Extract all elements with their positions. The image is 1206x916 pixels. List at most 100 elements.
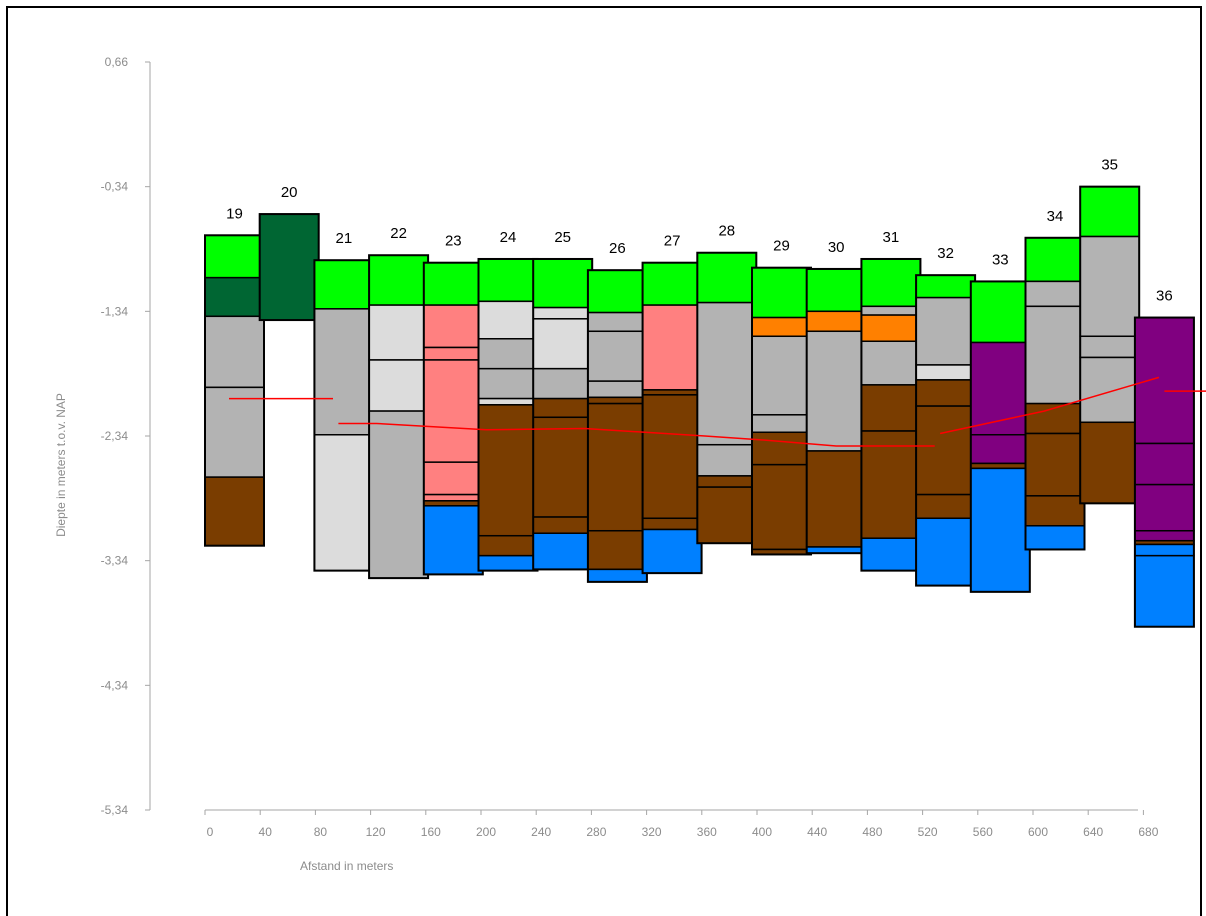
soil-layer <box>860 384 922 432</box>
soil-layer <box>587 269 648 314</box>
borehole-label: 35 <box>1101 157 1118 174</box>
borehole-28: 28 <box>696 223 758 545</box>
soil-layer <box>1079 235 1140 338</box>
soil-layer <box>423 493 484 502</box>
borehole-25: 25 <box>532 229 594 571</box>
soil-layer <box>751 414 812 434</box>
soil-layer <box>970 434 1031 465</box>
soil-layer <box>587 311 648 333</box>
x-tick-label: 280 <box>586 825 606 839</box>
x-tick-label: 120 <box>366 825 386 839</box>
soil-layer <box>1079 335 1140 359</box>
soil-layer <box>915 379 976 407</box>
borehole-33: 33 <box>969 251 1031 593</box>
borehole-label: 27 <box>664 233 681 250</box>
borehole-label: 30 <box>828 239 845 256</box>
x-tick-label: 200 <box>476 825 496 839</box>
water-level-segment <box>338 422 935 447</box>
x-axis-title: Afstand in meters <box>300 859 393 873</box>
borehole-20: 20 <box>258 184 320 322</box>
x-tick-label: 80 <box>314 825 328 839</box>
borehole-label: 19 <box>226 205 243 222</box>
soil-layer <box>860 314 922 343</box>
borehole-32: 32 <box>915 245 977 587</box>
water-level-segment <box>939 376 1160 435</box>
soil-layer <box>204 315 265 389</box>
borehole-23: 23 <box>422 233 484 576</box>
soil-layer <box>313 259 375 310</box>
soil-layer <box>423 346 484 361</box>
borehole-30: 30 <box>805 239 867 555</box>
soil-layer <box>1024 495 1086 527</box>
y-tick-label: -5,34 <box>101 803 129 817</box>
soil-layer <box>368 359 429 412</box>
soil-layer <box>641 261 703 306</box>
soil-layer <box>368 304 429 361</box>
soil-layer <box>751 431 812 466</box>
soil-layer <box>696 475 758 488</box>
borehole-label: 34 <box>1047 208 1064 225</box>
soil-layer <box>587 380 648 399</box>
soil-layer <box>423 461 484 496</box>
soil-layer <box>1024 280 1086 308</box>
borehole-label: 36 <box>1156 288 1173 305</box>
borehole-27: 27 <box>641 233 703 575</box>
soil-layer <box>641 517 703 531</box>
soil-layer <box>587 396 648 405</box>
soil-layer <box>805 330 867 452</box>
soil-layer <box>532 318 593 370</box>
soil-layer <box>1024 525 1086 551</box>
soil-layer <box>1079 356 1140 424</box>
soil-layer <box>915 364 976 381</box>
soil-layer <box>860 305 922 316</box>
soil-layer <box>477 338 539 370</box>
x-tick-label: 680 <box>1138 825 1158 839</box>
borehole-label: 32 <box>937 245 954 262</box>
soil-layer <box>696 486 758 544</box>
soil-layer <box>532 258 593 309</box>
x-tick-label: 440 <box>807 825 827 839</box>
soil-layer <box>204 234 265 279</box>
borehole-35: 35 <box>1079 157 1141 505</box>
soil-layer <box>423 261 484 306</box>
y-tick-label: -3,34 <box>101 554 129 568</box>
soil-layer <box>970 280 1031 344</box>
soil-layer <box>970 341 1031 436</box>
soil-layer <box>860 340 922 386</box>
soil-layer <box>1024 432 1086 497</box>
borehole-outline <box>1133 316 1195 628</box>
soil-layer <box>1079 185 1140 238</box>
soil-layer <box>587 402 648 532</box>
soil-layer <box>532 397 593 419</box>
soil-layer <box>587 330 648 382</box>
soil-layer <box>1134 316 1195 445</box>
soil-layer <box>1134 483 1195 532</box>
borehole-19: 19 <box>204 205 265 547</box>
y-axis-title: Diepte in meters t.o.v. NAP <box>54 393 68 537</box>
x-tick-label: 0 <box>207 825 214 839</box>
soil-layer <box>532 516 593 534</box>
x-tick-label: 240 <box>531 825 551 839</box>
x-tick-label: 520 <box>918 825 938 839</box>
x-tick-label: 600 <box>1028 825 1048 839</box>
axes: 0,66 -0,34 -1,34 -2,34 -3,34 -4,34 -5,34 0 40 80 1… <box>101 55 1159 839</box>
soil-layer <box>532 367 593 400</box>
soil-layer <box>805 310 867 333</box>
soil-layer <box>423 304 484 349</box>
borehole-label: 29 <box>773 238 790 255</box>
x-tick-label: 40 <box>259 825 273 839</box>
soil-layer <box>751 316 812 338</box>
soil-layer <box>1024 237 1086 283</box>
soil-layer <box>641 304 703 391</box>
soil-layer <box>477 300 539 340</box>
borehole-label: 21 <box>336 230 353 247</box>
soil-layer <box>641 528 703 574</box>
water-level-line <box>229 376 1206 447</box>
borehole-label: 23 <box>445 233 462 250</box>
x-tick-label: 560 <box>973 825 993 839</box>
soil-layer <box>313 308 375 436</box>
soil-layer <box>1134 529 1195 542</box>
borehole-label: 33 <box>992 251 1009 268</box>
borehole-34: 34 <box>1024 208 1086 551</box>
